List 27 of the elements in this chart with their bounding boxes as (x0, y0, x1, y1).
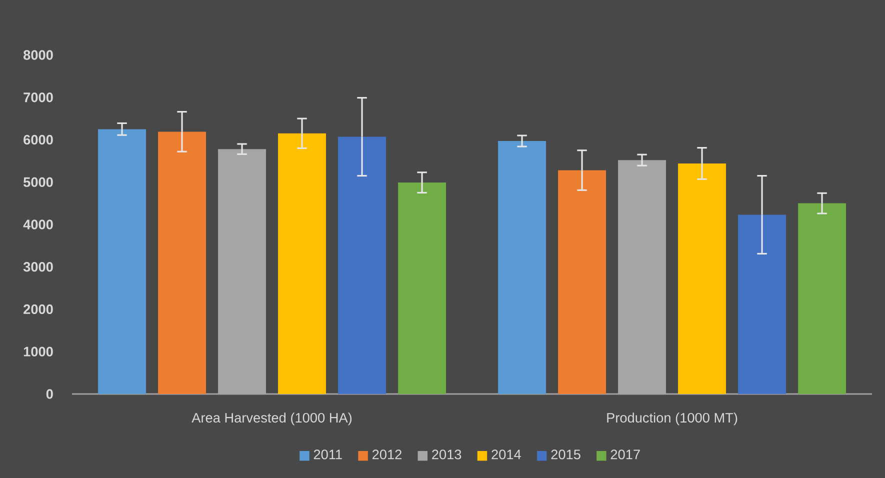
bar (738, 214, 786, 394)
y-tick-label: 7000 (24, 92, 53, 102)
legend-label: 2015 (551, 450, 580, 460)
bar (678, 163, 726, 394)
bar (278, 133, 326, 394)
legend-label: 2012 (372, 450, 402, 460)
y-tick-label: 0 (46, 389, 53, 399)
x-tick-label: Area Harvested (1000 HA) (192, 412, 352, 426)
x-tick-label: Production (1000 MT) (607, 412, 738, 426)
y-tick-label: 2000 (24, 304, 53, 314)
y-tick-label: 1000 (24, 346, 53, 356)
bar (338, 136, 386, 394)
y-tick-label: 4000 (23, 220, 53, 230)
bar (558, 170, 606, 394)
y-tick-label: 8000 (24, 50, 53, 60)
bar (498, 141, 546, 394)
bar (158, 132, 206, 394)
legend-label: 2014 (492, 450, 521, 460)
legend-label: 2017 (610, 450, 640, 460)
bar (398, 182, 446, 394)
bar (798, 203, 846, 394)
y-tick-label: 5000 (24, 177, 53, 187)
legend-label: 2013 (432, 450, 462, 460)
bar (98, 129, 146, 394)
legend-label: 2011 (314, 450, 342, 460)
y-tick-label: 3000 (23, 262, 53, 272)
y-tick-label: 6000 (24, 134, 53, 145)
